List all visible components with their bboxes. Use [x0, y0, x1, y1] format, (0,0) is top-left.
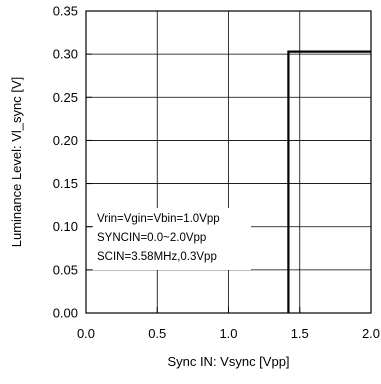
y-tick-label: 0.05	[53, 262, 78, 277]
x-tick-label: 2.0	[362, 326, 380, 341]
y-tick-label: 0.30	[53, 47, 78, 62]
annotation-line: SYNCIN=0.0~2.0Vpp	[97, 232, 206, 244]
y-tick-label: 0.10	[53, 219, 78, 234]
series-group	[287, 50, 371, 313]
x-tick-label: 0.5	[148, 326, 166, 341]
x-tick-label: 1.0	[219, 326, 237, 341]
plot-frame	[85, 10, 372, 314]
series-line	[287, 50, 371, 313]
annotation-box	[93, 208, 251, 270]
x-tick-label: 1.5	[291, 326, 309, 341]
y-axis-label: Luminance Level: Vl_sync [V]	[9, 77, 24, 248]
y-tick-label: 0.20	[53, 133, 78, 148]
y-tick-label: 0.25	[53, 90, 78, 105]
y-tick-label: 0.15	[53, 176, 78, 191]
annotation-line: Vrin=Vgin=Vbin=1.0Vpp	[97, 213, 220, 225]
y-tick-label: 0.00	[53, 306, 78, 321]
x-tick-label: 0.0	[77, 326, 95, 341]
axis-ticks: 0.00 0.05 0.10 0.15 0.20 0.25 0.30 0.35 0.0 0.5 1.…	[53, 4, 380, 342]
x-axis-label: Sync IN: Vsync [Vpp]	[167, 354, 289, 369]
y-tick-label: 0.35	[53, 4, 78, 19]
conditions-annotation: Vrin=Vgin=Vbin=1.0Vpp SYNCIN=0.0~2.0Vpp SC…	[93, 208, 251, 270]
annotation-line: SCIN=3.58MHz,0.3Vpp	[97, 251, 217, 263]
